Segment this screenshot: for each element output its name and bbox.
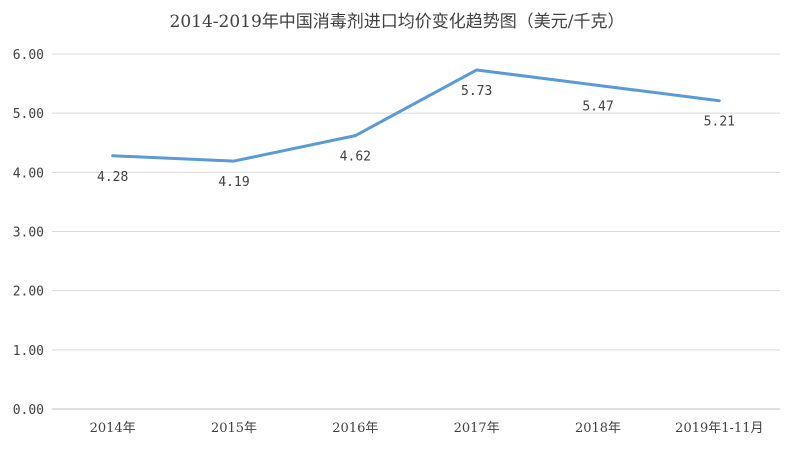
x-tick-label: 2016年 — [332, 421, 378, 436]
y-tick-label: 5.00 — [13, 107, 44, 122]
data-label: 5.21 — [704, 115, 735, 130]
x-tick-label: 2017年 — [454, 421, 500, 436]
data-label: 5.47 — [582, 99, 613, 114]
y-tick-label: 3.00 — [13, 226, 44, 241]
gridlines — [52, 53, 780, 410]
data-label: 4.19 — [218, 175, 249, 190]
x-tick-label: 2015年 — [211, 421, 257, 436]
y-tick-label: 4.00 — [13, 166, 44, 181]
y-tick-label: 6.00 — [13, 48, 44, 63]
x-tick-label: 2019年1-11月 — [675, 421, 763, 436]
y-tick-label: 1.00 — [13, 344, 44, 359]
y-axis-ticks: 0.00 1.00 2.00 3.00 4.00 5.00 6.00 — [13, 48, 44, 418]
x-tick-label: 2014年 — [90, 421, 136, 436]
y-tick-label: 2.00 — [13, 285, 44, 300]
data-label: 4.62 — [340, 150, 371, 165]
series-line — [111, 68, 721, 163]
data-label: 4.28 — [97, 170, 128, 185]
y-tick-label: 0.00 — [13, 403, 44, 418]
data-labels: 4.28 4.19 4.62 5.73 5.47 5.21 — [97, 84, 735, 190]
x-axis-ticks: 2014年 2015年 2016年 2017年 2018年 2019年1-11月 — [90, 421, 764, 436]
x-tick-label: 2018年 — [575, 421, 621, 436]
chart-title: 2014-2019年中国消毒剂进口均价变化趋势图（美元/千克） — [170, 12, 625, 32]
data-label: 5.73 — [461, 84, 492, 99]
series — [111, 68, 721, 163]
